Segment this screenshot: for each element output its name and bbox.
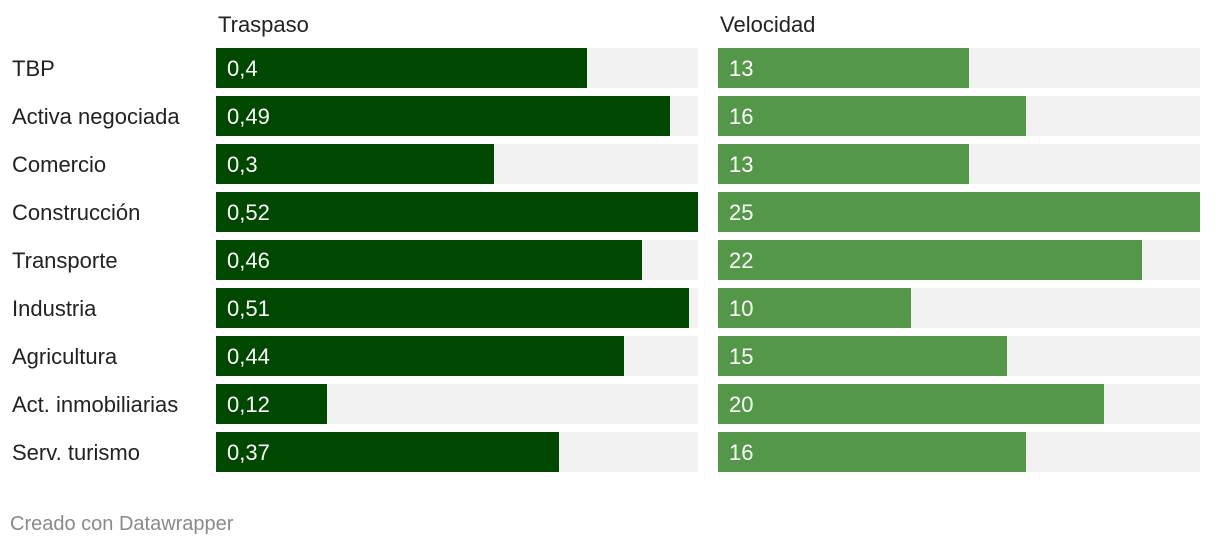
category-label: Industria	[12, 296, 97, 321]
bar-traspaso	[216, 192, 698, 232]
bar-value-label: 0,3	[227, 152, 258, 177]
bar-value-label: 0,46	[227, 248, 270, 273]
bar-velocidad	[718, 144, 969, 184]
bar-value-label: 0,44	[227, 344, 270, 369]
bar-value-label: 0,12	[227, 392, 270, 417]
category-label: Activa negociada	[12, 104, 180, 129]
bar-traspaso	[216, 288, 689, 328]
category-label: Agricultura	[12, 344, 118, 369]
category-label: Comercio	[12, 152, 106, 177]
bar-value-label: 0,37	[227, 440, 270, 465]
bar-traspaso	[216, 432, 559, 472]
bar-traspaso	[216, 384, 327, 424]
bar-velocidad	[718, 48, 969, 88]
bar-traspaso	[216, 240, 642, 280]
bar-velocidad	[718, 192, 1200, 232]
bar-value-label: 0,51	[227, 296, 270, 321]
bar-value-label: 15	[729, 344, 753, 369]
bar-value-label: 0,49	[227, 104, 270, 129]
category-label: Transporte	[12, 248, 118, 273]
category-label: Serv. turismo	[12, 440, 140, 465]
bar-value-label: 25	[729, 200, 753, 225]
bar-value-label: 0,52	[227, 200, 270, 225]
bar-traspaso	[216, 336, 624, 376]
bar-traspaso	[216, 144, 494, 184]
footer-credit: Creado con Datawrapper	[10, 513, 234, 535]
category-label: Act. inmobiliarias	[12, 392, 178, 417]
bar-velocidad	[718, 240, 1142, 280]
bar-traspaso	[216, 96, 670, 136]
bar-value-label: 10	[729, 296, 753, 321]
category-label: Construcción	[12, 200, 140, 225]
bar-velocidad	[718, 96, 1026, 136]
bar-value-label: 22	[729, 248, 753, 273]
bar-traspaso	[216, 48, 587, 88]
bar-velocidad	[718, 336, 1007, 376]
bar-velocidad	[718, 432, 1026, 472]
panel-header-velocidad: Velocidad	[720, 12, 815, 37]
bar-value-label: 13	[729, 56, 753, 81]
bar-value-label: 16	[729, 104, 753, 129]
bar-velocidad	[718, 384, 1104, 424]
bar-value-label: 20	[729, 392, 753, 417]
bar-value-label: 13	[729, 152, 753, 177]
bar-velocidad	[718, 288, 911, 328]
bar-value-label: 0,4	[227, 56, 258, 81]
bar-value-label: 16	[729, 440, 753, 465]
panel-header-traspaso: Traspaso	[218, 12, 309, 37]
category-label: TBP	[12, 56, 55, 81]
